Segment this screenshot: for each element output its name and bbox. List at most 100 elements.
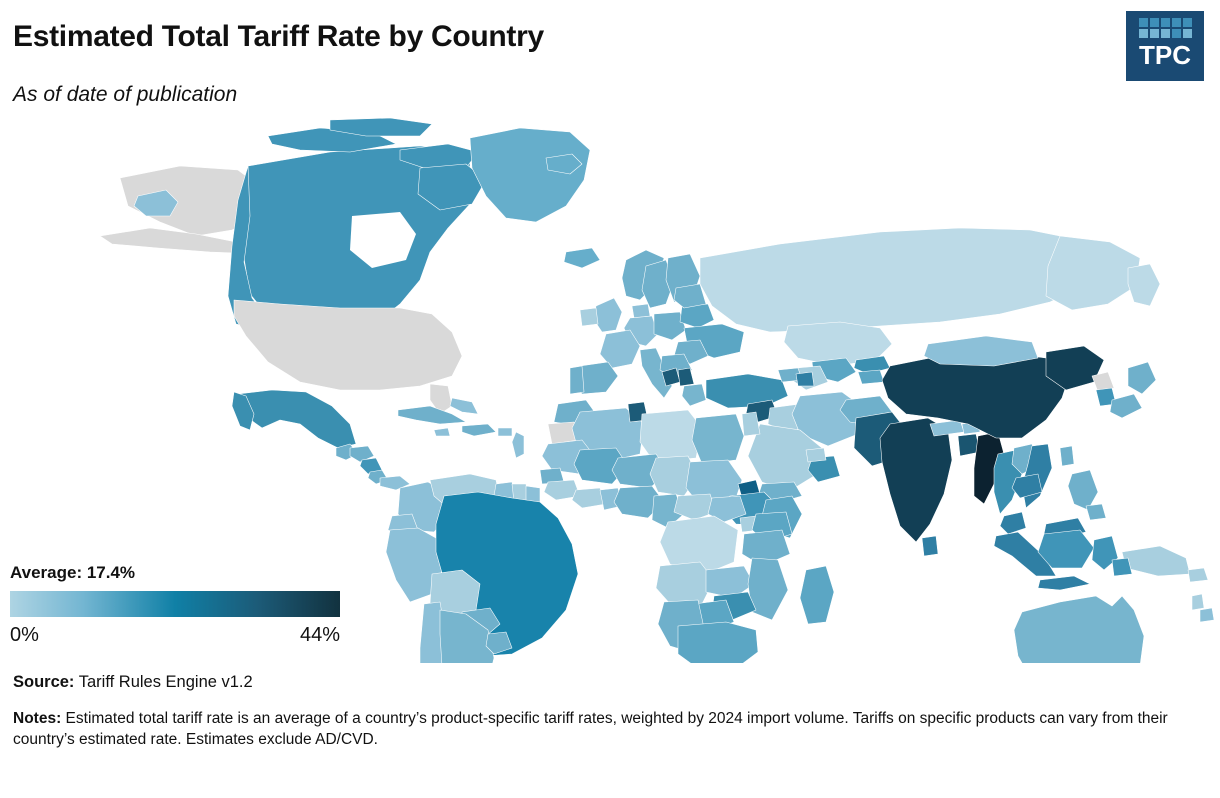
- country-malaysia[interactable]: [999, 511, 1027, 535]
- country-panama[interactable]: [379, 475, 411, 491]
- logo-cell: [1160, 29, 1170, 38]
- country-japan-south[interactable]: [1109, 393, 1143, 419]
- page-title: Estimated Total Tariff Rate by Country: [13, 20, 544, 53]
- country-greece[interactable]: [681, 383, 707, 407]
- country-south-sudan[interactable]: [707, 495, 747, 523]
- country-puerto-rico[interactable]: [497, 427, 513, 437]
- country-car[interactable]: [673, 493, 717, 521]
- world-map-container: [0, 118, 1220, 663]
- country-oman[interactable]: [807, 455, 841, 483]
- country-cambodia[interactable]: [1011, 473, 1043, 499]
- tpc-logo: TPC: [1126, 11, 1204, 81]
- country-sweden[interactable]: [641, 259, 675, 309]
- country-uae[interactable]: [805, 447, 827, 463]
- country-russia-kamchatka[interactable]: [1127, 263, 1161, 307]
- country-philippines-s[interactable]: [1085, 503, 1107, 521]
- country-japan[interactable]: [1127, 361, 1157, 395]
- country-canada-arctic-2[interactable]: [329, 118, 433, 137]
- logo-cell: [1171, 18, 1181, 27]
- country-canada-baffin[interactable]: [417, 163, 487, 211]
- logo-text: TPC: [1139, 40, 1191, 70]
- country-lesser-antilles[interactable]: [511, 431, 525, 459]
- country-iceland[interactable]: [545, 153, 583, 175]
- country-italy[interactable]: [639, 347, 673, 399]
- country-serbia[interactable]: [677, 367, 695, 387]
- legend-max-label: 44%: [299, 624, 340, 646]
- logo-cell: [1149, 29, 1159, 38]
- country-solomon-islands[interactable]: [1187, 567, 1209, 583]
- country-israel-jordan[interactable]: [741, 411, 761, 437]
- country-france[interactable]: [599, 329, 641, 369]
- country-ireland[interactable]: [579, 307, 599, 327]
- country-united-kingdom[interactable]: [593, 297, 623, 333]
- country-north-korea[interactable]: [1091, 371, 1115, 393]
- logo-cell: [1138, 29, 1148, 38]
- country-mali[interactable]: [573, 447, 629, 485]
- country-angola[interactable]: [655, 561, 715, 607]
- country-uruguay[interactable]: [485, 631, 513, 655]
- country-honduras[interactable]: [349, 445, 375, 463]
- country-india[interactable]: [879, 417, 953, 543]
- country-french-guiana[interactable]: [525, 485, 541, 503]
- logo-cell: [1149, 18, 1159, 27]
- country-maluku[interactable]: [1111, 557, 1133, 577]
- logo-cell: [1171, 29, 1181, 38]
- country-cuba[interactable]: [397, 405, 467, 425]
- country-russia[interactable]: [699, 227, 1099, 333]
- country-egypt[interactable]: [691, 413, 745, 465]
- country-tajikistan[interactable]: [857, 369, 885, 385]
- country-mozambique[interactable]: [747, 557, 789, 621]
- country-sulawesi[interactable]: [1091, 535, 1119, 571]
- country-alaska-inset[interactable]: [133, 189, 179, 217]
- country-south-africa[interactable]: [677, 621, 759, 663]
- country-java[interactable]: [1037, 575, 1091, 591]
- country-baltics[interactable]: [673, 283, 707, 309]
- country-iceland-2[interactable]: [563, 247, 601, 269]
- country-vanuatu[interactable]: [1191, 593, 1205, 611]
- country-new-guinea[interactable]: [1121, 545, 1191, 577]
- country-azerbaijan[interactable]: [795, 371, 815, 387]
- country-hispaniola[interactable]: [461, 423, 497, 437]
- country-united-states[interactable]: [233, 299, 463, 391]
- country-nigeria[interactable]: [613, 485, 665, 519]
- source-value: Tariff Rules Engine v1.2: [78, 673, 253, 691]
- legend-gradient-bar: [10, 591, 340, 617]
- country-turkey[interactable]: [705, 373, 789, 409]
- country-philippines[interactable]: [1067, 469, 1099, 511]
- notes-value: Estimated total tariff rate is an averag…: [13, 710, 1168, 749]
- choropleth-world-map: [99, 118, 1215, 663]
- country-australia[interactable]: [1013, 595, 1145, 663]
- map-legend: Average: 17.4% 0% 44%: [10, 563, 350, 663]
- country-denmark[interactable]: [631, 303, 651, 319]
- country-sumatra[interactable]: [993, 531, 1057, 577]
- country-madagascar[interactable]: [799, 565, 835, 625]
- legend-scale: 0% 44%: [10, 624, 340, 652]
- country-libya[interactable]: [639, 409, 703, 463]
- country-sri-lanka[interactable]: [921, 535, 939, 557]
- country-bahamas[interactable]: [449, 397, 479, 415]
- country-taiwan[interactable]: [1059, 445, 1075, 467]
- country-portugal[interactable]: [569, 365, 585, 395]
- notes-label: Notes:: [13, 710, 62, 727]
- legend-average-label: Average: 17.4%: [10, 563, 136, 582]
- legend-min-label: 0%: [10, 624, 39, 646]
- country-poland[interactable]: [653, 311, 687, 341]
- country-mexico[interactable]: [237, 389, 357, 449]
- country-jamaica[interactable]: [433, 427, 451, 437]
- footer: Source: Tariff Rules Engine v1.2 Notes: …: [13, 673, 1203, 751]
- country-mongolia[interactable]: [923, 335, 1039, 367]
- logo-cell: [1182, 18, 1192, 27]
- country-borneo[interactable]: [1037, 529, 1095, 569]
- country-fiji[interactable]: [1199, 607, 1215, 623]
- country-guinea[interactable]: [543, 479, 581, 501]
- country-ivory-coast[interactable]: [571, 487, 607, 509]
- country-zambia[interactable]: [705, 565, 755, 599]
- country-russia-east[interactable]: [1045, 235, 1141, 311]
- page-subtitle: As of date of publication: [13, 83, 238, 106]
- country-us-florida[interactable]: [429, 383, 453, 415]
- country-argentina[interactable]: [438, 609, 495, 663]
- country-saudi-arabia[interactable]: [747, 423, 823, 493]
- country-baja[interactable]: [231, 391, 255, 431]
- source-label: Source:: [13, 673, 75, 691]
- country-greenland[interactable]: [469, 127, 591, 223]
